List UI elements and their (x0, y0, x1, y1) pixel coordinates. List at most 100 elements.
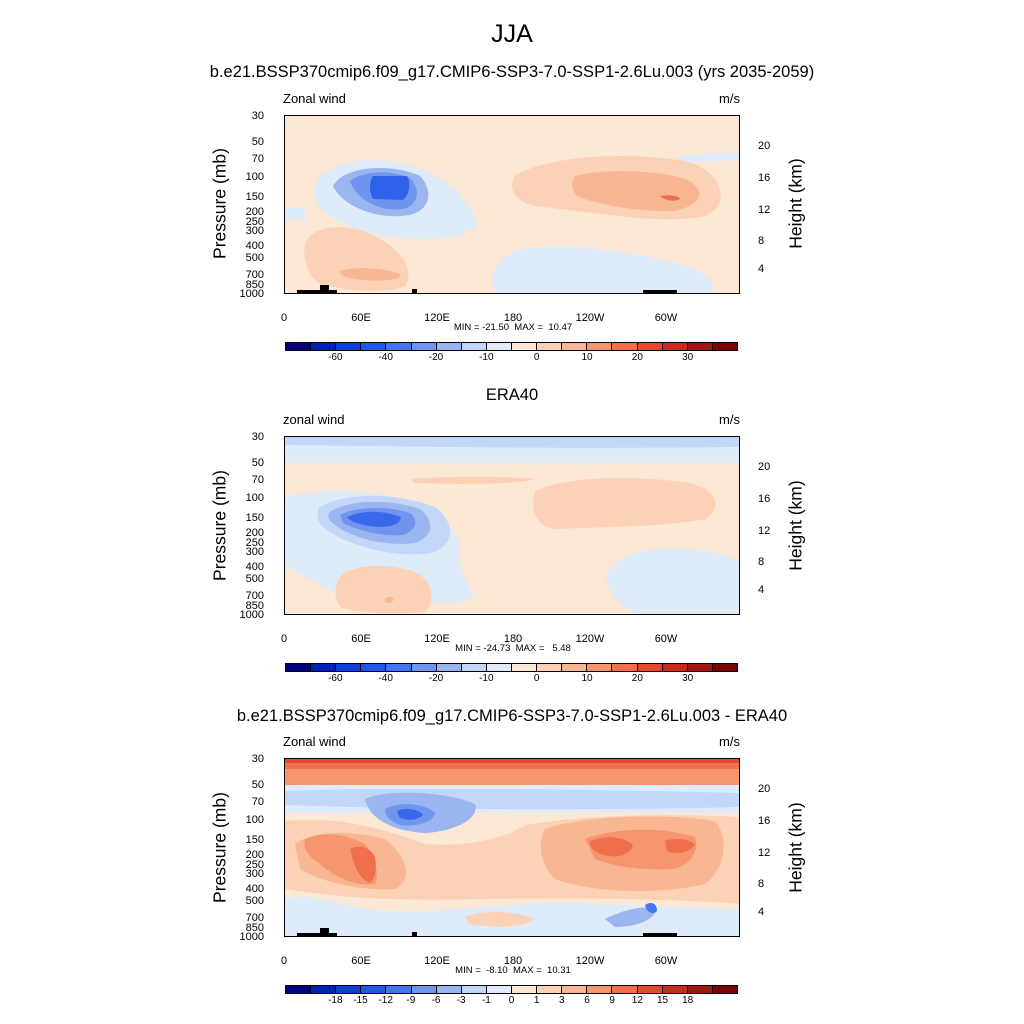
colorbar-level-label: -40 (378, 673, 393, 684)
y-tick-label: 850 (245, 279, 264, 291)
colorbar-level-label: 0 (533, 352, 540, 363)
colorbar-level-label: -12 (378, 995, 393, 1006)
colorbar-swatch (662, 343, 688, 350)
x-tick-label: 120W (575, 633, 605, 645)
colorbar-swatch (486, 664, 512, 671)
colorbar-level-label: 3 (559, 995, 565, 1006)
colorbar-swatch (286, 986, 312, 993)
colorbar-labels: -60 -40 -20 -10 0 10 20 30 (285, 352, 738, 366)
colorbar-level-label: 1 (533, 995, 540, 1006)
field-region (339, 268, 401, 281)
y2-axis-label: Height (km) (785, 158, 806, 249)
colorbar-swatch (612, 664, 638, 671)
field-region (347, 511, 401, 527)
field-region (410, 476, 535, 484)
topography (412, 932, 417, 936)
x-tick-label: 60W (654, 312, 678, 324)
y-tick-label: 850 (245, 600, 264, 612)
contour-field (285, 116, 739, 293)
colorbar-swatch (587, 343, 613, 350)
field-region (675, 152, 739, 162)
colorbar-swatch (386, 986, 412, 993)
x-tick-label: 60E (351, 312, 371, 324)
colorbar-swatch (486, 343, 512, 350)
field-region (645, 903, 657, 913)
colorbar-level-label: -10 (479, 673, 494, 684)
colorbar-swatch (311, 986, 337, 993)
y-tick-label: 70 (251, 796, 264, 808)
colorbar-swatch (662, 664, 688, 671)
colorbar-swatch (436, 986, 462, 993)
field-region (370, 176, 410, 200)
colorbar-swatch (587, 664, 613, 671)
y-tick-label: 50 (251, 779, 264, 791)
colorbar-level-label: -9 (406, 995, 416, 1006)
field-region (492, 246, 713, 293)
field-region (572, 171, 700, 212)
y-tick-label: 1000 (239, 609, 264, 621)
y-tick-label: 200 (245, 206, 264, 218)
y-tick-label: 50 (251, 457, 264, 469)
y-tick-label: 70 (251, 474, 264, 486)
y2-tick-label: 4 (758, 584, 765, 596)
colorbar-swatch (361, 986, 387, 993)
y2-tick-label: 16 (758, 815, 771, 827)
y-tick-label: 700 (245, 590, 264, 602)
colorbar-swatch (436, 343, 462, 350)
x-tick-label: 0 (280, 955, 288, 967)
colorbar-swatch (361, 343, 387, 350)
colorbar-swatch (587, 986, 613, 993)
colorbar-level-label: -20 (428, 352, 444, 363)
colorbar-swatch (386, 343, 412, 350)
colorbar-swatch (336, 343, 362, 350)
y2-tick-label: 4 (758, 906, 765, 918)
units-label: m/s (719, 91, 740, 106)
y-tick-label: 200 (245, 849, 264, 861)
colorbar-swatch (537, 986, 563, 993)
colorbar-level-label: -18 (328, 995, 343, 1006)
field-region (665, 838, 695, 853)
colorbar-swatch (712, 986, 737, 993)
y2-tick-label: 12 (758, 847, 771, 859)
units-label: m/s (719, 734, 740, 749)
y-tick-label: 300 (245, 225, 264, 237)
y2-tick-label: 20 (758, 140, 771, 152)
colorbar-level-label: 0 (533, 673, 540, 684)
y2-tick-label: 12 (758, 204, 771, 216)
x-tick-label: 120E (424, 312, 450, 324)
colorbar-swatch (411, 986, 437, 993)
contour-field (285, 437, 739, 614)
y-tick-label: 400 (245, 240, 264, 252)
colorbar-swatch (311, 343, 337, 350)
colorbar-swatch (411, 664, 437, 671)
colorbar-swatch (562, 986, 588, 993)
x-tick-label: 60W (654, 955, 678, 967)
colorbar-level-label: -60 (328, 673, 343, 684)
y-tick-label: 150 (245, 191, 264, 203)
y-tick-label: 70 (251, 153, 264, 165)
colorbar (285, 985, 738, 994)
colorbar-swatch (461, 664, 487, 671)
topography (412, 289, 417, 293)
colorbar-level-label: 0 (508, 995, 515, 1006)
colorbar-swatch (712, 664, 737, 671)
field-region (285, 788, 739, 810)
colorbar-level-label: 10 (581, 352, 593, 363)
field-region (285, 208, 305, 220)
y-tick-label: 1000 (239, 931, 264, 943)
colorbar-swatch (637, 986, 663, 993)
panel-title: b.e21.BSSP370cmip6.f09_g17.CMIP6-SSP3-7.… (209, 63, 815, 81)
colorbar-labels: -60 -40 -20 -10 0 10 20 30 (285, 673, 738, 687)
y-tick-label: 100 (245, 814, 264, 826)
colorbar-swatch (486, 986, 512, 993)
x-tick-label: 120W (575, 312, 605, 324)
y-tick-label: 300 (245, 546, 264, 558)
colorbar-swatch (461, 986, 487, 993)
y-tick-label: 500 (245, 252, 264, 264)
y-tick-label: 30 (251, 431, 264, 443)
topography (643, 933, 677, 936)
x-tick-label: 60W (654, 633, 678, 645)
field-region (589, 837, 633, 857)
colorbar-swatch (336, 986, 362, 993)
y2-axis-label: Height (km) (785, 802, 806, 893)
